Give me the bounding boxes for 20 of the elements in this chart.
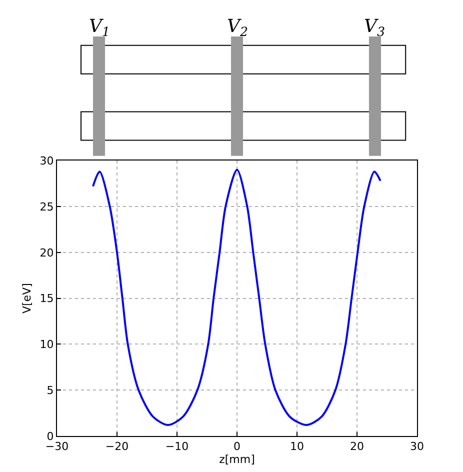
y-tick-label: 20 [40,246,54,260]
y-tick-label: 5 [46,384,54,397]
y-tick-label: 30 [40,154,54,168]
text: V$_{1}$ [89,16,110,39]
x-axis-title: z[mm] [219,453,255,466]
x-tick-label: 10 [290,440,304,454]
y-tick-label: 10 [40,338,54,352]
y-tick-label: 25 [40,200,54,214]
x-tick-label: −20 [105,440,129,454]
text: V$_{2}$ [227,16,248,39]
x-tick-label: 0 [234,440,240,454]
x-tick-label: 20 [350,440,364,454]
line-series [92,168,382,426]
x-tick-label: −10 [165,440,189,454]
x-tick-label: −30 [45,440,69,454]
y-axis-title: V[eV] [20,283,34,314]
y-tick-label: 15 [40,292,54,306]
y-tick-label: 0 [46,430,54,443]
x-tick-label: 30 [410,440,424,454]
text: V$_{3}$ [364,16,386,39]
